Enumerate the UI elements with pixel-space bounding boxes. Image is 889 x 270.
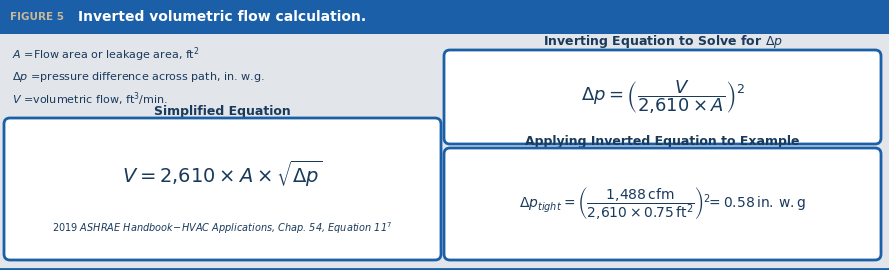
FancyBboxPatch shape <box>0 0 889 34</box>
Text: $\Delta p$ =pressure difference across path, in. w.g.: $\Delta p$ =pressure difference across p… <box>12 70 265 84</box>
Text: $\Delta p= \left(\dfrac{V}{2{,}610 \times A}\right)^{2}$: $\Delta p= \left(\dfrac{V}{2{,}610 \time… <box>581 78 744 116</box>
FancyBboxPatch shape <box>444 148 881 260</box>
Text: $\Delta p_{\mathit{tight}} = \left(\dfrac{1{,}488\,\mathrm{cfm}}{2{,}610 \times : $\Delta p_{\mathit{tight}} = \left(\dfra… <box>519 185 806 222</box>
Text: $\mathit{V}$ =volumetric flow, ft$^3$/min.: $\mathit{V}$ =volumetric flow, ft$^3$/mi… <box>12 90 168 108</box>
Text: FIGURE 5: FIGURE 5 <box>10 12 64 22</box>
Text: $V = 2{,}610 \times A \times \sqrt{\Delta p}$: $V = 2{,}610 \times A \times \sqrt{\Delt… <box>122 158 323 188</box>
Text: Applying Inverted Equation to Example: Applying Inverted Equation to Example <box>525 135 800 148</box>
Text: Inverting Equation to Solve for $\Delta p$: Inverting Equation to Solve for $\Delta … <box>542 33 782 50</box>
Text: $\mathit{A}$ =Flow area or leakage area, ft$^2$: $\mathit{A}$ =Flow area or leakage area,… <box>12 46 200 64</box>
Text: Simplified Equation: Simplified Equation <box>154 105 291 118</box>
FancyBboxPatch shape <box>444 50 881 144</box>
Text: Inverted volumetric flow calculation.: Inverted volumetric flow calculation. <box>78 10 366 24</box>
FancyBboxPatch shape <box>4 118 441 260</box>
Text: $\it{2019\ ASHRAE\ Handbook\!-\!HVAC\ Applications}$, Chap. 54, Equation 11$^7$: $\it{2019\ ASHRAE\ Handbook\!-\!HVAC\ Ap… <box>52 220 393 236</box>
